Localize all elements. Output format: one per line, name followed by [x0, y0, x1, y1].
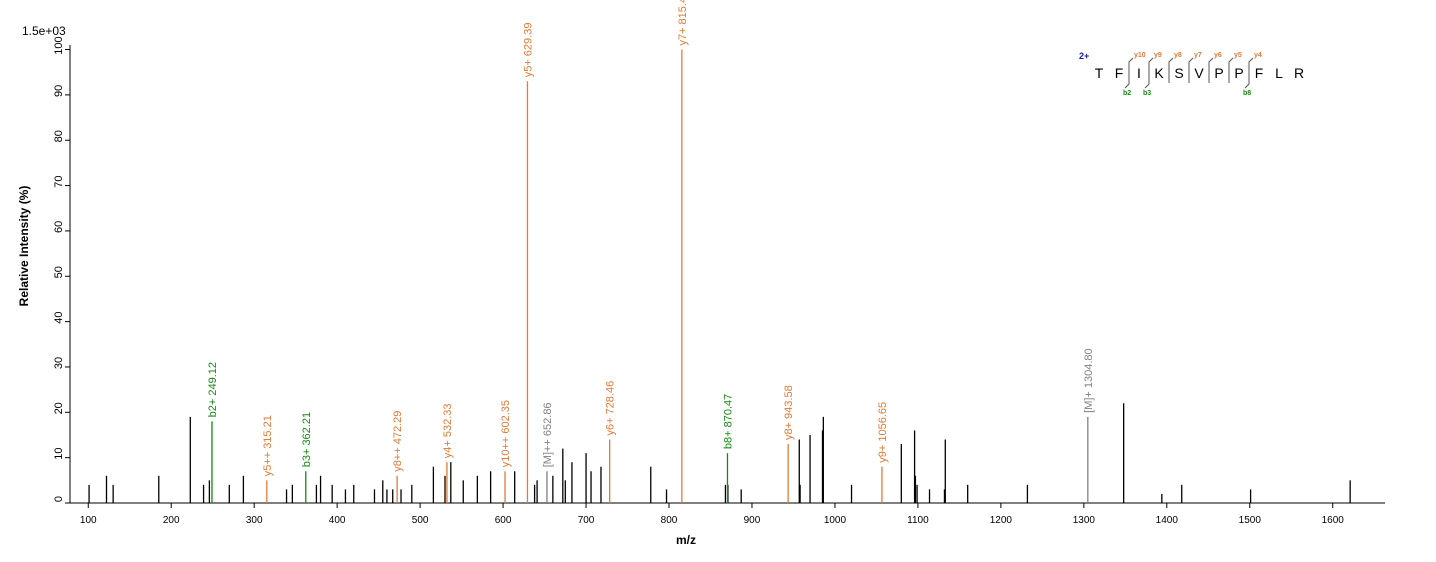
x-tick-label: 300 — [246, 515, 263, 526]
x-tick-label: 800 — [661, 515, 678, 526]
x-tick-label: 100 — [80, 515, 97, 526]
x-tick-label: 200 — [163, 515, 180, 526]
y-ion: y6 — [1214, 52, 1222, 59]
y-tick-label: 20 — [53, 402, 65, 414]
residue: P — [1214, 65, 1223, 81]
b-ion: b8 — [1243, 90, 1251, 97]
y-ion: y9 — [1154, 52, 1162, 59]
y-ion: y5 — [1234, 52, 1242, 59]
y-tick-label: 10 — [53, 448, 65, 460]
x-tick-label: 600 — [495, 515, 512, 526]
residue: V — [1194, 65, 1204, 81]
y-bracket — [1128, 57, 1134, 83]
x-tick-label: 1000 — [824, 515, 847, 526]
y-tick-label: 100 — [53, 36, 65, 54]
y-ion: y7 — [1194, 52, 1202, 59]
residue: I — [1137, 65, 1141, 81]
y-tick-label: 30 — [53, 357, 65, 369]
y-tick-label: 40 — [53, 311, 65, 323]
x-tick-label: 1200 — [990, 515, 1013, 526]
y-bracket — [1168, 57, 1174, 83]
residue: L — [1275, 65, 1283, 81]
x-tick-label: 1100 — [907, 515, 929, 526]
peak-label: [M]++ 652.86 — [542, 402, 554, 467]
y-tick-label: 0 — [53, 496, 65, 502]
y-ion: y8 — [1174, 52, 1182, 59]
residue: F — [1255, 65, 1264, 81]
peak-label: y6+ 728.46 — [605, 381, 617, 436]
peak-label: y8+ 943.58 — [783, 385, 795, 440]
peak-label: y5++ 315.21 — [262, 415, 274, 476]
peak-label: y4+ 532.33 — [442, 403, 454, 458]
charge: 2+ — [1079, 51, 1089, 61]
residue: R — [1294, 65, 1304, 81]
y-tick-label: 70 — [53, 175, 65, 187]
y-axis-title: Relative Intensity (%) — [17, 186, 31, 307]
b-ion: b2 — [1123, 90, 1131, 97]
x-tick-label: 400 — [329, 515, 346, 526]
y-tick-label: 60 — [53, 221, 65, 233]
peak-label: b2+ 249.12 — [207, 362, 219, 417]
y-tick-label: 90 — [53, 85, 65, 97]
y-bracket — [1148, 57, 1154, 83]
x-axis-title: m/z — [676, 533, 696, 547]
residue: T — [1095, 65, 1104, 81]
y-tick-label: 50 — [53, 266, 65, 278]
x-tick-label: 1600 — [1322, 515, 1345, 526]
y-bracket — [1228, 57, 1234, 83]
residue: K — [1154, 65, 1164, 81]
peak-label: y7+ 815.49 — [677, 0, 689, 46]
peak-label: y9+ 1056.65 — [877, 402, 889, 463]
b-ion: b3 — [1143, 90, 1151, 97]
y-bracket — [1248, 57, 1254, 83]
x-tick-label: 1500 — [1239, 515, 1262, 526]
peak-label: y10++ 602.35 — [500, 400, 512, 467]
peak-label: y5+ 629.39 — [522, 23, 534, 78]
peak-label: y8++ 472.29 — [392, 411, 404, 472]
b-bracket — [1124, 62, 1130, 89]
b-bracket — [1244, 62, 1250, 89]
peak-label: [M]+ 1304.80 — [1083, 348, 1095, 413]
y-ion: y10 — [1134, 52, 1146, 59]
x-tick-label: 1400 — [1156, 515, 1179, 526]
residue: P — [1234, 65, 1243, 81]
y-tick-label: 80 — [53, 130, 65, 142]
y-bracket — [1208, 57, 1214, 83]
y-bracket — [1188, 57, 1194, 83]
y-ion: y4 — [1254, 52, 1262, 59]
residue: F — [1115, 65, 1124, 81]
peak-label: b8+ 870.47 — [722, 394, 734, 449]
x-tick-label: 500 — [412, 515, 429, 526]
residue: S — [1174, 65, 1183, 81]
header: 1.5e+03 — [22, 24, 66, 38]
peak-label: b3+ 362.21 — [301, 412, 313, 467]
x-tick-label: 900 — [744, 515, 761, 526]
x-tick-label: 1300 — [1073, 515, 1096, 526]
b-bracket — [1144, 62, 1150, 89]
x-tick-label: 700 — [578, 515, 595, 526]
